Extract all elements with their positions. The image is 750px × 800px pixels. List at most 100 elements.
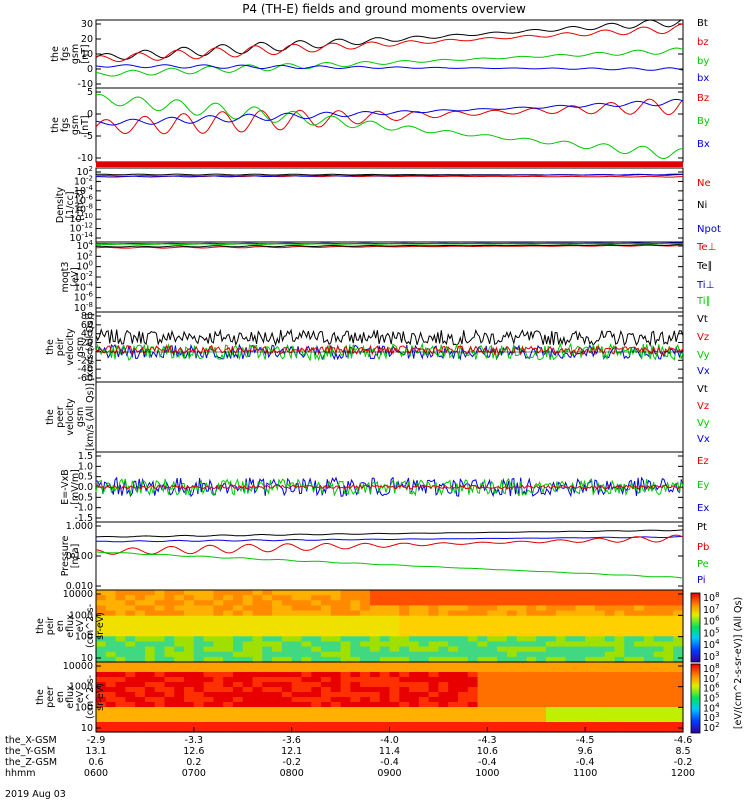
spec-cell [379,600,391,607]
spec-cell [340,641,351,648]
spec-cell [643,615,655,622]
spec-cell [115,651,126,658]
spec-cell [546,687,557,693]
spec-cell [193,646,205,653]
spec-cell [330,610,342,617]
series-by [95,47,684,77]
spec-cell [262,641,273,648]
spec-cell [565,656,576,663]
spec-cell [457,677,469,683]
spec-cell [242,626,254,632]
spec-cell [291,636,303,643]
spec-cell [546,600,557,607]
spec-cell [105,712,117,718]
spec-cell [643,722,655,728]
spec-cell [536,615,547,622]
spec-cell [154,656,166,663]
spec-cell [457,620,469,627]
spec-cell [653,702,665,708]
spec-cell [350,712,361,718]
spec-cell [301,677,312,683]
spec-cell [262,610,273,617]
spec-cell [389,615,400,622]
spec-cell [575,595,586,601]
spec-cell [281,590,293,596]
spec-cell [624,626,635,632]
spec-cell [340,656,351,663]
spec-cell [487,631,498,637]
ephemeris-value: 0.6 [88,757,103,768]
spec-cell [467,697,479,703]
spec-cell [252,626,263,632]
spec-cell [663,712,674,718]
spec-cell [262,656,273,663]
spec-cell [291,605,303,612]
spec-cell [203,722,214,728]
spec-cell [379,667,391,673]
spec-cell [115,692,126,698]
spec-cell [428,677,440,683]
spec-cell [575,717,586,723]
spec-cell [125,727,136,733]
spec-cell [418,702,430,708]
spec-cell [614,717,625,723]
colorbar [690,663,701,734]
spec-cell [438,641,449,648]
spec-cell [614,646,625,653]
spec-cell [350,677,361,683]
spec-cell [193,631,205,637]
ephemeris-value: 8.5 [675,746,690,757]
series-bz [95,23,683,63]
spec-cell [614,651,625,658]
spec-cell [536,717,547,723]
spec-cell [340,677,351,683]
spec-cell [96,717,107,723]
spec-cell [213,615,224,622]
spec-cell [144,662,156,668]
spec-cell [154,615,166,622]
spec-cell [184,636,195,643]
spec-cell [389,641,400,648]
spec-cell [213,590,224,596]
spec-cell [379,687,391,693]
spec-cell [125,712,136,718]
spec-cell [262,620,273,627]
spec-cell [516,712,528,718]
spec-cell [497,626,508,632]
spec-cell [594,636,606,643]
spec-cell [497,677,508,683]
spec-cell [448,610,459,617]
spec-cell [409,662,420,668]
spec-cell [96,702,107,708]
spec-cell [135,636,146,643]
panel-peir_vel: 806040200-20-40-60thepeirvelocitygsm[km/… [45,311,710,384]
spec-cell [262,692,273,698]
spec-cell [663,702,674,708]
spec-cell [281,600,293,607]
spec-cell [526,590,537,596]
spec-cell [360,727,371,733]
spec-cell [281,687,293,693]
spec-cell [379,677,391,683]
spec-cell [213,600,224,607]
spec-cell [418,656,430,663]
legend-Vz: Vz [697,401,709,412]
spec-cell [203,595,214,601]
spec-cell [389,590,400,596]
x-axis-ephemeris: the_X-GSM -2.9 -3.3 -3.6 -4.0 -4.3 -4.5 -4.6the… [5,727,695,779]
spec-cell [115,620,126,627]
spec-cell [321,620,332,627]
spec-cell [487,610,498,617]
spec-cell [223,595,234,601]
spec-cell [193,707,205,713]
spec-cell [643,692,655,698]
panel-peir_spec: 10000100010010thepeirenefluxeV(cm^2-s-sr… [35,589,684,664]
y-tick-label: -60 [77,373,93,384]
spec-cell [536,636,547,643]
spec-cell [311,672,322,678]
spec-cell [135,667,146,673]
spec-cell [360,682,371,688]
spec-cell [223,692,234,698]
spec-cell [565,697,576,703]
spec-cell [643,707,655,713]
